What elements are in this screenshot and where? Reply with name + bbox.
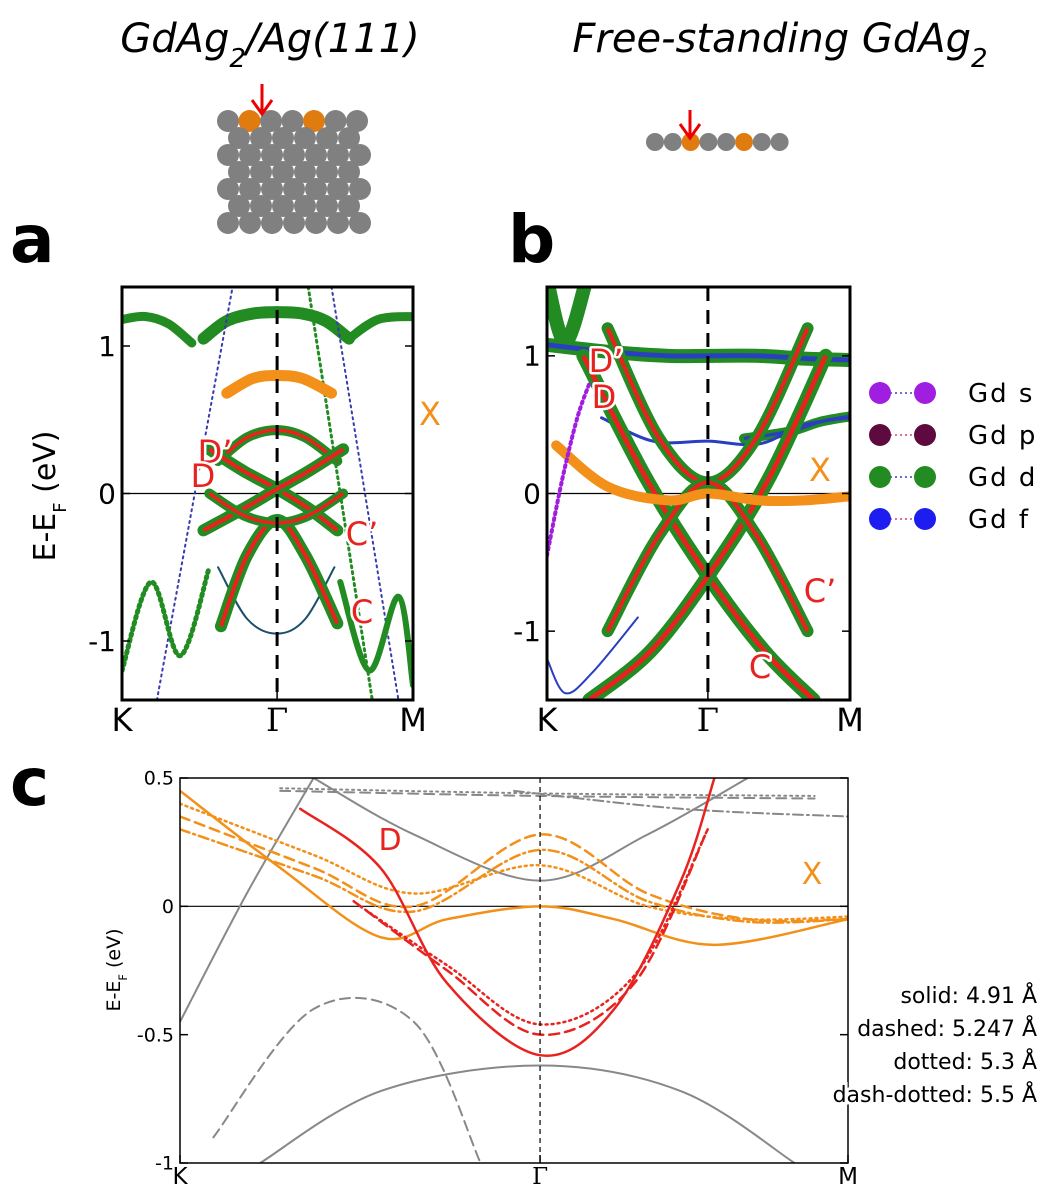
- y-tick-label: 1: [98, 330, 116, 363]
- legend-label: Gd s: [968, 379, 1034, 409]
- plot-area: [180, 778, 848, 1163]
- x-tick-label: Γ: [266, 701, 288, 739]
- annotation: C’: [804, 572, 837, 610]
- x-tick-label: K: [537, 701, 559, 739]
- x-tick-label: K: [112, 701, 134, 739]
- figure: GdAg2/Ag(111) Free-standing GdAg2 a-101K…: [0, 0, 1057, 1195]
- annotation: D: [592, 378, 617, 416]
- y-tick-label: 0: [162, 896, 174, 918]
- x-tick-label: Γ: [697, 701, 719, 739]
- atom: [327, 212, 349, 234]
- y-tick-label: 0: [98, 477, 116, 510]
- axis-label-text: (eV): [28, 430, 63, 502]
- legend-marker: [869, 424, 891, 446]
- x-tick-label: K: [172, 1164, 188, 1190]
- atom: [283, 212, 305, 234]
- atom: [699, 133, 717, 151]
- band: [213, 998, 480, 1163]
- axis-label-sub: F: [50, 502, 71, 512]
- annotation: D: [191, 457, 216, 495]
- header-left: GdAg2/Ag(111): [120, 16, 419, 74]
- band: [556, 445, 850, 501]
- legend-marker: [869, 508, 891, 530]
- atom: [305, 212, 327, 234]
- y-tick-label: -1: [513, 615, 541, 648]
- header-text: Free-standing GdAg: [572, 16, 971, 62]
- y-tick-label: 1: [523, 340, 541, 373]
- legend-marker: [914, 508, 936, 530]
- band: [227, 376, 332, 394]
- atom: [735, 133, 753, 151]
- atom: [717, 133, 735, 151]
- y-tick-label: 0: [523, 477, 541, 510]
- legend-label: Gd f: [968, 505, 1030, 535]
- atom: [261, 212, 283, 234]
- x-tick-label: M: [836, 701, 864, 739]
- band: [300, 778, 714, 1056]
- annotation: X: [809, 451, 831, 489]
- axis-label-text: (eV): [103, 929, 125, 975]
- x-tick-label: M: [838, 1164, 858, 1190]
- atom: [217, 212, 239, 234]
- band: [360, 829, 707, 1024]
- atom: [664, 133, 682, 151]
- band: [260, 1065, 794, 1163]
- header-sub: 2: [971, 44, 988, 74]
- panel-letter: c: [10, 744, 49, 821]
- header-text: /Ag(111): [243, 16, 420, 62]
- band: [583, 356, 813, 700]
- plot-area: [122, 287, 413, 700]
- legend-marker: [914, 382, 936, 404]
- x-tick-label: Γ: [532, 1164, 548, 1190]
- legend-label: Gd d: [968, 463, 1037, 493]
- y-tick-label: 0.5: [144, 768, 174, 790]
- legend-marker: [914, 466, 936, 488]
- line-style-label: dashed: 5.247 Å: [857, 1015, 1037, 1042]
- band: [122, 316, 192, 343]
- annotation: D: [378, 823, 401, 858]
- header-right: Free-standing GdAg2: [572, 16, 987, 74]
- y-tick-label: -1: [88, 625, 116, 658]
- line-style-label: dotted: 5.3 Å: [893, 1048, 1037, 1075]
- legend-marker: [869, 382, 891, 404]
- band: [349, 317, 413, 339]
- line-style-label: dash-dotted: 5.5 Å: [833, 1081, 1037, 1108]
- atom-illustrations: [217, 110, 789, 234]
- header-sub: 2: [229, 44, 246, 74]
- atom: [349, 212, 371, 234]
- legend-label: Gd p: [968, 421, 1037, 451]
- band-core: [583, 356, 813, 700]
- axis-label: E-EF (eV): [28, 430, 71, 561]
- panel-letter: b: [508, 201, 555, 278]
- header-text: GdAg: [120, 16, 229, 62]
- atom: [239, 212, 261, 234]
- band: [180, 778, 314, 1022]
- band: [547, 280, 586, 342]
- band: [180, 804, 848, 920]
- axis-label: E-EF (eV): [103, 929, 130, 1012]
- annotation: X: [419, 395, 441, 433]
- annotation: C’: [346, 515, 379, 553]
- line-style-label: solid: 4.91 Å: [900, 982, 1037, 1009]
- axis-label-text: E-E: [103, 981, 125, 1012]
- band: [602, 418, 850, 445]
- panel-letter: a: [10, 201, 55, 278]
- y-tick-label: -0.5: [137, 1024, 174, 1046]
- atom: [646, 133, 664, 151]
- y-tick-label: -1: [155, 1153, 174, 1175]
- annotation: C: [749, 648, 771, 686]
- legend-marker: [869, 466, 891, 488]
- atom: [753, 133, 771, 151]
- annotation: X: [802, 857, 823, 892]
- legend-marker: [914, 424, 936, 446]
- annotation: C: [351, 593, 373, 631]
- band: [122, 567, 209, 670]
- arrow: [680, 110, 700, 138]
- x-tick-label: M: [399, 701, 427, 739]
- atom: [771, 133, 789, 151]
- axis-label-text: E-E: [28, 513, 63, 562]
- arrow: [252, 84, 272, 114]
- annotation: D’: [589, 342, 624, 380]
